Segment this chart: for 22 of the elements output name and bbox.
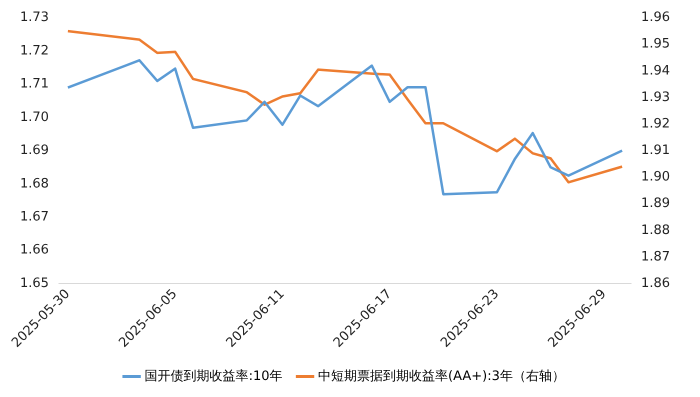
y2-tick-label: 1.93	[641, 90, 670, 105]
y-tick-label: 1.66	[20, 242, 49, 258]
y2-tick-label: 1.92	[641, 116, 670, 132]
y-tick-label: 1.70	[20, 110, 49, 125]
y-tick-label: 1.68	[20, 176, 49, 192]
y-tick-label: 1.73	[20, 10, 49, 26]
y2-tick-label: 1.91	[641, 143, 670, 158]
legend-label: 国开债到期收益率:10年	[144, 368, 283, 384]
y2-tick-label: 1.95	[641, 36, 670, 52]
y2-tick-label: 1.86	[641, 276, 670, 291]
y2-tick-label: 1.94	[641, 63, 670, 78]
y-tick-label: 1.72	[20, 43, 49, 58]
y2-tick-label: 1.88	[641, 222, 670, 238]
y2-tick-label: 1.87	[641, 249, 670, 264]
legend-label: 中短期票据到期收益率(AA+):3年（右轴）	[318, 368, 565, 384]
y2-tick-label: 1.90	[641, 170, 670, 185]
y-tick-label: 1.69	[20, 143, 49, 158]
y-tick-label: 1.65	[20, 276, 49, 291]
y2-tick-label: 1.96	[641, 10, 670, 26]
y-tick-label: 1.67	[20, 209, 49, 224]
y2-tick-label: 1.89	[641, 196, 670, 212]
y-tick-label: 1.71	[20, 76, 49, 92]
